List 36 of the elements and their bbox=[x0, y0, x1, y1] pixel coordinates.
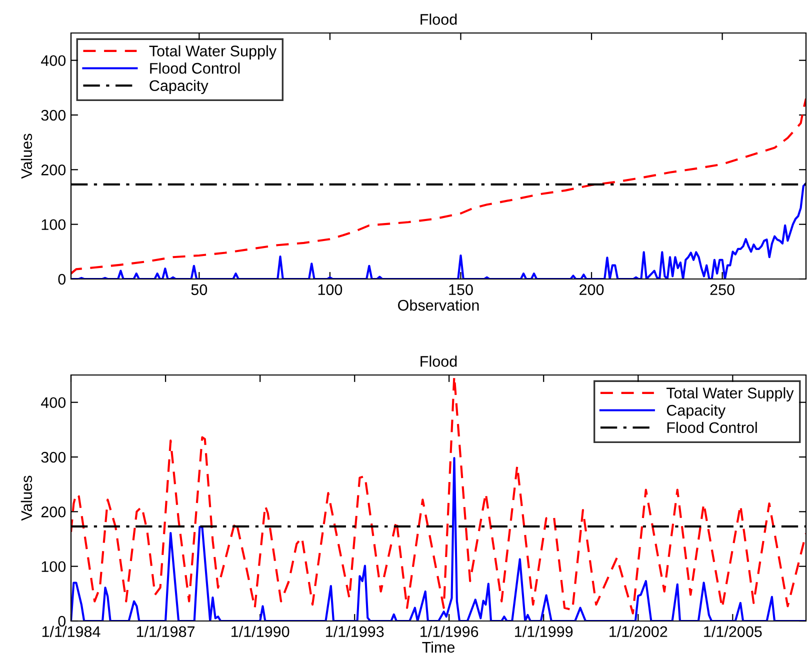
y-tick-label: 400 bbox=[41, 55, 66, 66]
legend-label: Capacity bbox=[150, 80, 208, 94]
legend-label: Flood Control bbox=[667, 422, 757, 434]
x-tick-label: 1/1/1996 bbox=[420, 626, 478, 638]
legend-label: Capacity bbox=[666, 404, 726, 419]
y-axis-title: Values bbox=[20, 134, 32, 179]
line-series bbox=[71, 98, 806, 275]
y-tick-label: 100 bbox=[42, 561, 66, 572]
legend-label: Total Water Supply bbox=[666, 387, 794, 402]
x-tick-label: 1/1/1987 bbox=[136, 626, 195, 638]
legend-label: Flood Control bbox=[150, 62, 240, 74]
x-axis-title: Time bbox=[422, 641, 455, 653]
y-tick-label: 200 bbox=[41, 164, 66, 176]
x-tick-label: 1/1/1984 bbox=[42, 626, 100, 638]
y-tick-label: 200 bbox=[41, 506, 66, 518]
x-axis-title: Observation bbox=[398, 299, 479, 311]
chart-title: Flood bbox=[420, 14, 457, 25]
y-tick-label: 100 bbox=[42, 219, 66, 230]
x-tick-label: 100 bbox=[318, 284, 342, 296]
x-tick-label: 1/1/2005 bbox=[704, 626, 762, 638]
x-tick-label: 150 bbox=[449, 284, 473, 296]
x-tick-label: 200 bbox=[580, 284, 604, 296]
y-axis-title: Values bbox=[20, 476, 32, 521]
y-tick-label: 400 bbox=[41, 397, 66, 408]
x-tick-label: 1/1/1999 bbox=[515, 626, 573, 638]
x-tick-label: 1/1/2002 bbox=[610, 626, 668, 638]
y-tick-label: 0 bbox=[58, 616, 66, 627]
chart-title: Flood bbox=[420, 356, 457, 367]
legend-label: Total Water Supply bbox=[149, 45, 277, 60]
x-tick-label: 50 bbox=[191, 284, 208, 296]
x-tick-label: 1/1/1993 bbox=[326, 626, 384, 638]
x-tick-label: 1/1/1990 bbox=[232, 626, 290, 638]
x-tick-label: 250 bbox=[710, 284, 734, 296]
y-tick-label: 300 bbox=[41, 110, 66, 121]
y-tick-label: 300 bbox=[41, 452, 66, 463]
y-tick-label: 0 bbox=[58, 274, 66, 285]
